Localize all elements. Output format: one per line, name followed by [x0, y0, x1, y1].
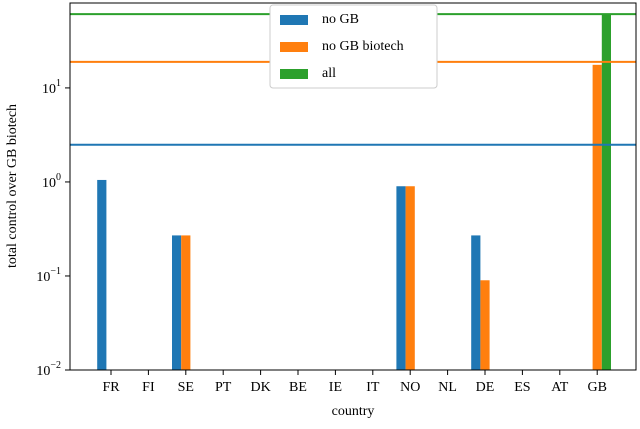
- y-tick-base: 10: [36, 364, 50, 379]
- y-tick-label: 10−1: [36, 266, 61, 285]
- x-tick-label: NO: [400, 380, 420, 395]
- y-tick-base: 10: [42, 176, 56, 191]
- x-tick-label: GB: [587, 380, 606, 395]
- legend-label: no GB: [322, 12, 359, 27]
- plot-frame: [69, 2, 637, 371]
- y-tick-label: 100: [42, 172, 61, 191]
- x-tick-label: DE: [476, 380, 495, 395]
- legend-swatch: [280, 15, 308, 25]
- x-axis-label: country: [332, 404, 375, 419]
- bar: [172, 235, 182, 370]
- legend-label: no GB biotech: [322, 39, 404, 54]
- x-tick-label: ES: [514, 380, 530, 395]
- y-tick-base: 10: [36, 270, 50, 285]
- bar: [181, 235, 191, 370]
- legend-swatch: [280, 42, 308, 52]
- legend-box: [269, 4, 438, 89]
- y-axis-label: total control over GB biotech: [5, 104, 20, 268]
- x-tick-label: PT: [215, 380, 232, 395]
- x-tick-label: AT: [551, 380, 569, 395]
- x-tick-label: IE: [329, 380, 342, 395]
- x-tick-label: SE: [178, 380, 194, 395]
- y-tick-base: 10: [42, 82, 56, 97]
- bar: [480, 280, 490, 370]
- bar: [471, 235, 481, 370]
- x-tick-label: FR: [102, 380, 120, 395]
- bar: [405, 186, 415, 370]
- bar: [97, 179, 107, 370]
- bar: [592, 64, 602, 371]
- legend-swatch: [280, 69, 308, 79]
- y-tick-label: 10−2: [36, 360, 61, 379]
- x-tick-label: DK: [250, 380, 270, 395]
- bar: [396, 186, 406, 370]
- x-tick-label: FI: [142, 380, 155, 395]
- legend-label: all: [322, 66, 336, 81]
- y-tick-label: 101: [42, 78, 61, 97]
- x-tick-label: BE: [289, 380, 307, 395]
- y-tick-exponent: 1: [56, 78, 61, 89]
- y-tick-exponent: −2: [50, 360, 61, 371]
- x-tick-label: NL: [438, 380, 457, 395]
- y-tick-exponent: 0: [56, 172, 61, 183]
- x-tick-label: IT: [366, 380, 380, 395]
- bar: [601, 14, 611, 371]
- y-tick-exponent: −1: [50, 266, 61, 277]
